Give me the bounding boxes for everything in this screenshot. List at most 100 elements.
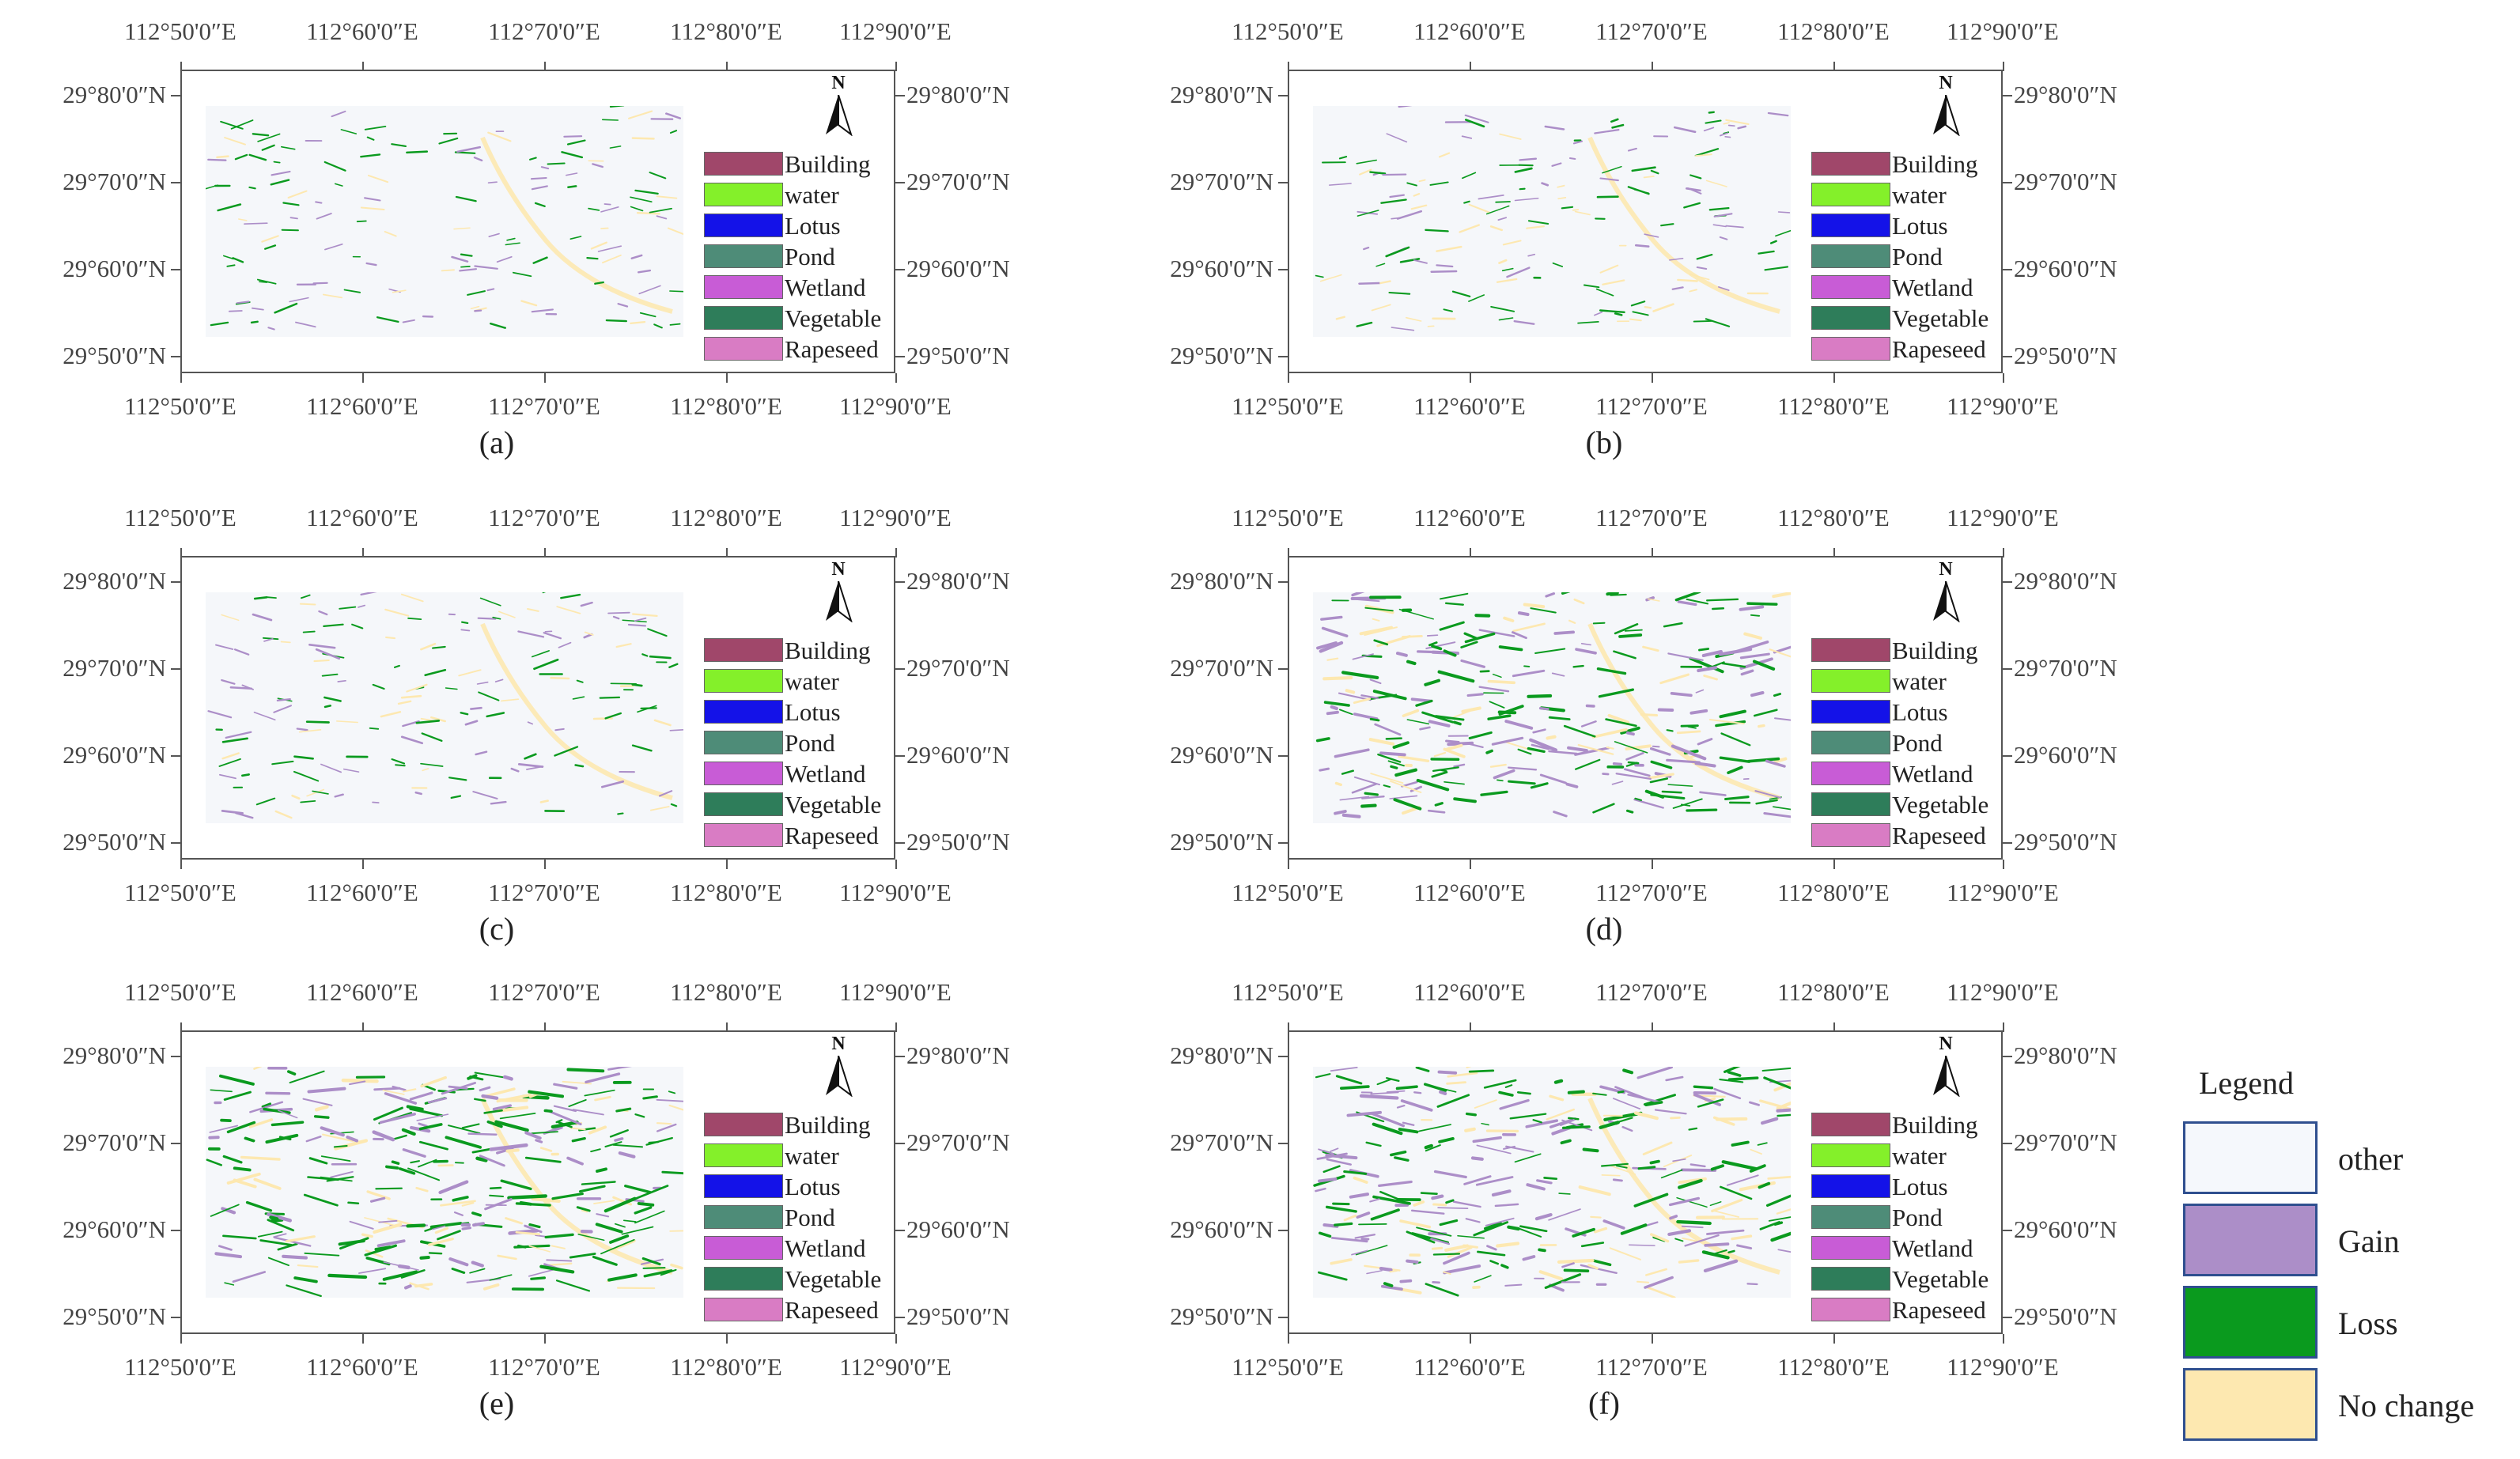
map-change-patch: [249, 1101, 284, 1113]
map-feature-corridor: [480, 622, 673, 800]
map-change-patch: [221, 1207, 236, 1215]
map-change-patch: [1671, 286, 1684, 290]
map-change-patch: [214, 1252, 243, 1259]
map-change-patch: [364, 1244, 397, 1257]
map-change-patch: [1647, 1286, 1676, 1298]
map-change-patch: [1479, 670, 1490, 673]
map-change-patch: [331, 110, 346, 118]
map-change-patch: [1765, 759, 1786, 768]
map-change-patch: [308, 643, 336, 649]
map-change-patch: [259, 1239, 293, 1246]
map-change-patch: [233, 648, 250, 656]
map-change-patch: [1727, 1071, 1742, 1077]
map-change-patch: [406, 683, 428, 693]
map-change-patch: [486, 712, 505, 718]
map-change-patch: [492, 1104, 513, 1111]
map-change-patch: [1764, 266, 1789, 271]
map-change-patch: [1594, 129, 1620, 134]
class-legend-label: Wetland: [785, 274, 866, 301]
map-change-patch: [1538, 1248, 1546, 1253]
map-change-patch: [461, 1123, 480, 1129]
map-change-patch: [1610, 1165, 1636, 1175]
map-change-patch: [1339, 796, 1370, 801]
map-change-patch: [1447, 1072, 1478, 1078]
map-change-patch: [206, 1159, 223, 1166]
map-change-patch: [1642, 645, 1659, 652]
map-change-patch: [1372, 618, 1380, 622]
change-map: [1315, 106, 1791, 331]
map-change-patch: [1665, 1075, 1684, 1082]
map-change-patch: [1514, 167, 1533, 173]
map-change-patch: [1718, 286, 1730, 291]
map-change-patch: [1410, 697, 1432, 703]
map-change-patch: [1443, 1264, 1481, 1275]
map-change-patch: [1315, 274, 1324, 278]
class-legend-swatch: [704, 638, 783, 662]
map-change-patch: [1353, 776, 1381, 786]
map-change-patch: [1425, 229, 1449, 232]
map-change-patch: [1476, 1144, 1512, 1155]
map-change-patch: [569, 1253, 596, 1259]
map-change-patch: [1505, 1145, 1534, 1153]
map-change-patch: [524, 753, 537, 760]
map-change-patch: [1696, 254, 1713, 260]
lon-tick: [544, 548, 546, 558]
lat-label-left: 29°70'0″N: [1170, 168, 1273, 195]
map-change-patch: [658, 790, 673, 797]
map-change-patch: [253, 596, 268, 600]
map-change-patch: [1370, 1091, 1399, 1095]
lon-tick: [1288, 62, 1289, 71]
map-change-patch: [316, 213, 332, 220]
class-legend-label: Rapeseed: [785, 822, 879, 849]
map-change-patch: [1580, 1242, 1605, 1248]
north-label: N: [1939, 559, 1953, 580]
map-change-patch: [531, 650, 550, 658]
map-change-patch: [274, 302, 298, 314]
map-change-patch: [1496, 779, 1504, 782]
map-change-patch: [415, 1186, 429, 1193]
map-change-patch: [1434, 802, 1444, 807]
map-change-patch: [263, 637, 274, 642]
map-change-patch: [1371, 304, 1391, 312]
lon-tick: [180, 548, 182, 558]
map-change-patch: [561, 151, 584, 159]
map-change-patch: [528, 1223, 541, 1229]
map-change-patch: [1489, 763, 1507, 768]
map-change-patch: [539, 1264, 575, 1274]
class-legend-label: Pond: [1892, 243, 1943, 270]
map-change-patch: [1487, 714, 1512, 720]
map-change-patch: [529, 157, 537, 161]
map-change-patch: [207, 710, 233, 719]
map-change-patch: [341, 1078, 379, 1083]
map-change-patch: [1406, 1259, 1419, 1264]
map-change-patch: [1777, 211, 1791, 214]
map-change-patch: [360, 153, 381, 158]
map-change-patch: [1606, 592, 1619, 596]
map-change-patch: [373, 1106, 403, 1121]
map-change-patch: [1614, 741, 1648, 754]
map-change-patch: [1474, 614, 1491, 618]
map-change-patch: [1709, 1201, 1722, 1207]
lon-label-bottom: 112°90'0″E: [1947, 879, 2059, 906]
lon-label-bottom: 112°70'0″E: [1595, 879, 1708, 906]
map-change-patch: [471, 1211, 482, 1217]
lon-tick: [1652, 373, 1653, 383]
map-change-patch: [473, 156, 483, 162]
map-change-patch: [1574, 747, 1610, 756]
panel-caption: (c): [479, 911, 515, 947]
lon-tick: [726, 373, 728, 383]
map-change-patch: [539, 799, 549, 803]
class-legend-swatch: [704, 669, 783, 693]
lat-label-left: 29°80'0″N: [62, 81, 166, 108]
map-change-patch: [1776, 1108, 1791, 1113]
map-change-patch: [1444, 1244, 1470, 1252]
lon-label-top: 112°60'0″E: [306, 504, 418, 531]
map-change-patch: [1501, 267, 1514, 272]
class-legend-label: water: [1892, 667, 1947, 695]
map-change-patch: [1358, 282, 1381, 285]
north-arrow-icon: N: [1930, 1034, 1962, 1097]
map-change-patch: [1326, 710, 1339, 716]
map-change-patch: [1355, 1245, 1388, 1256]
map-change-patch: [1356, 159, 1377, 164]
map-change-patch: [612, 615, 620, 620]
